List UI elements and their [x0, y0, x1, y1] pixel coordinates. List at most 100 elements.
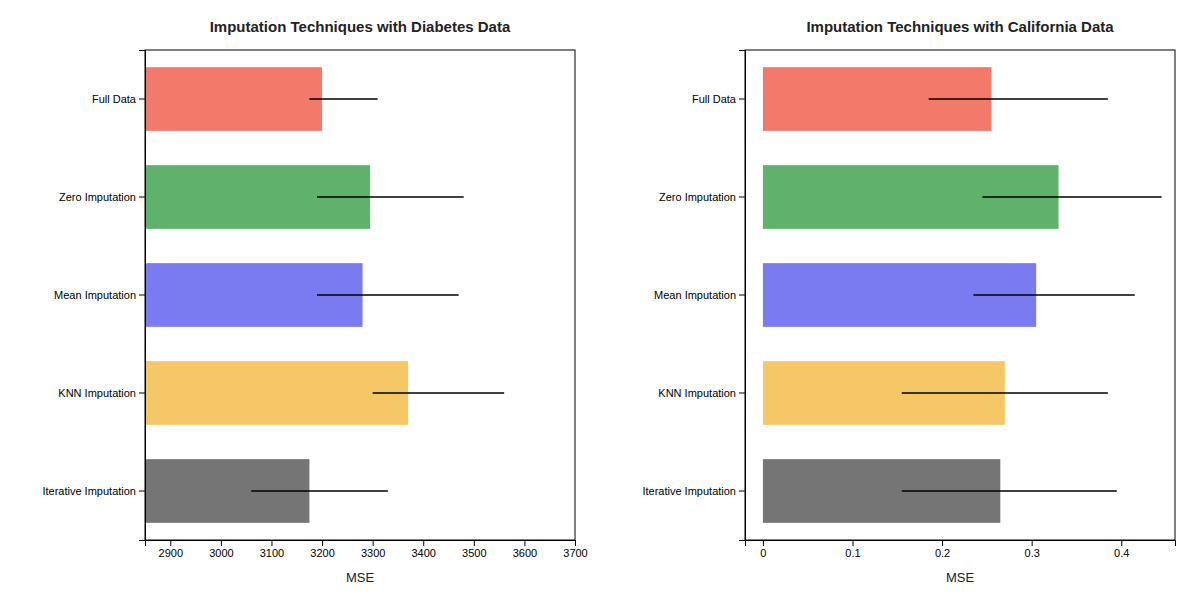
y-tick: Zero Imputation: [59, 191, 145, 203]
x-tick: 0.2: [935, 540, 950, 559]
x-axis: 2900 3000 3100 3200 3300 3400 3500 3600 3700: [146, 540, 588, 559]
x-tick-label: 3500: [462, 547, 486, 559]
x-tick-mark: [170, 540, 171, 546]
x-tick-mark: [474, 540, 475, 546]
x-tick-mark: [524, 540, 525, 546]
x-tick-label: 0.4: [1114, 547, 1129, 559]
y-tick-label: Full Data: [92, 93, 137, 105]
x-tick-mark: [373, 540, 374, 546]
error-bar: [373, 392, 505, 394]
x-tick: 0.4: [1114, 540, 1129, 559]
x-tick: 0.1: [845, 540, 860, 559]
x-tick-label: 3300: [361, 547, 385, 559]
y-tick-mark: [139, 295, 145, 296]
bar: [145, 361, 408, 425]
plot-frame: [745, 50, 1175, 540]
error-bar: [982, 196, 1161, 198]
y-tick-mark: [139, 99, 145, 100]
x-tick-label: 3600: [513, 547, 537, 559]
y-tick: Mean Imputation: [654, 289, 745, 301]
y-tick: Zero Imputation: [659, 191, 745, 203]
y-tick-label: KNN Imputation: [58, 387, 136, 399]
x-tick-mark: [322, 540, 323, 546]
error-bar: [902, 392, 1108, 394]
x-axis-title: MSE: [346, 570, 375, 585]
x-tick: 3100: [260, 540, 284, 559]
y-tick-mark: [739, 99, 745, 100]
x-tick-mark: [763, 540, 764, 546]
y-tick-label: Mean Imputation: [654, 289, 736, 301]
y-tick-mark: [739, 491, 745, 492]
error-bar: [317, 196, 464, 198]
y-tick-mark: [139, 197, 145, 198]
y-tick: KNN Imputation: [658, 387, 745, 399]
plot-area: [763, 67, 1162, 523]
y-tick: Full Data: [92, 93, 145, 105]
y-tick-mark: [139, 393, 145, 394]
x-tick-mark: [1032, 540, 1033, 546]
y-tick: Iterative Imputation: [642, 485, 745, 497]
x-tick-mark: [575, 540, 576, 546]
y-tick-mark: [739, 197, 745, 198]
x-tick-mark: [1121, 540, 1122, 546]
y-tick-mark: [139, 491, 145, 492]
x-tick-label: 0: [760, 547, 766, 559]
y-tick-label: Full Data: [692, 93, 737, 105]
x-tick-mark: [271, 540, 272, 546]
chart-svg: 2900 3000 3100 3200 3300 3400 3500 3600 3700 Full…: [0, 0, 1200, 600]
x-tick: 0.3: [1025, 540, 1040, 559]
x-tick: 3400: [411, 540, 435, 559]
x-tick-mark: [423, 540, 424, 546]
error-bar: [929, 98, 1108, 100]
x-tick-label: 3200: [310, 547, 334, 559]
y-tick-mark: [739, 295, 745, 296]
y-tick: KNN Imputation: [58, 387, 145, 399]
x-axis-title: MSE: [946, 570, 975, 585]
error-bar: [317, 294, 459, 296]
x-tick-label: 3100: [260, 547, 284, 559]
x-tick: 2900: [159, 540, 183, 559]
chart-title: Imputation Techniques with California Da…: [806, 18, 1114, 35]
x-tick: 3600: [513, 540, 537, 559]
error-bar: [902, 490, 1117, 492]
x-tick-label: 2900: [159, 547, 183, 559]
x-tick-label: 0.2: [935, 547, 950, 559]
y-tick: Mean Imputation: [54, 289, 145, 301]
bar: [145, 67, 322, 131]
y-tick: Full Data: [692, 93, 745, 105]
x-axis-line: [146, 541, 576, 547]
x-tick-label: 0.3: [1025, 547, 1040, 559]
x-tick-mark: [221, 540, 222, 546]
y-tick-label: Mean Imputation: [54, 289, 136, 301]
x-tick-label: 3400: [411, 547, 435, 559]
x-axis-line: [746, 541, 1176, 547]
plot-area: [145, 67, 504, 523]
x-tick: 3300: [361, 540, 385, 559]
x-tick: 3200: [310, 540, 334, 559]
error-bar: [973, 294, 1134, 296]
y-tick-label: KNN Imputation: [658, 387, 736, 399]
chart-title: Imputation Techniques with Diabetes Data: [210, 18, 511, 35]
x-tick-label: 3000: [209, 547, 233, 559]
y-tick: Iterative Imputation: [42, 485, 145, 497]
y-tick-label: Zero Imputation: [59, 191, 136, 203]
error-bar: [309, 98, 377, 100]
error-bar: [251, 490, 388, 492]
panel: 2900 3000 3100 3200 3300 3400 3500 3600 3700 Full…: [0, 18, 588, 585]
y-axis: Full Data Zero Imputation Mean Imputation K…: [642, 51, 745, 541]
y-tick-label: Iterative Imputation: [642, 485, 736, 497]
y-tick-label: Iterative Imputation: [42, 485, 136, 497]
x-tick: 3500: [462, 540, 486, 559]
panel: 0 0.1 0.2 0.3 0.4 Full Data Zero Imputation Mea…: [642, 18, 1175, 585]
x-tick-mark: [942, 540, 943, 546]
x-tick: 3000: [209, 540, 233, 559]
x-tick: 3700: [563, 540, 587, 559]
y-axis: Full Data Zero Imputation Mean Imputation K…: [42, 51, 145, 541]
x-tick-label: 0.1: [845, 547, 860, 559]
x-tick: 0: [760, 540, 766, 559]
y-tick-mark: [739, 393, 745, 394]
x-axis: 0 0.1 0.2 0.3 0.4: [746, 540, 1176, 559]
x-tick-mark: [853, 540, 854, 546]
x-tick-label: 3700: [563, 547, 587, 559]
y-tick-label: Zero Imputation: [659, 191, 736, 203]
